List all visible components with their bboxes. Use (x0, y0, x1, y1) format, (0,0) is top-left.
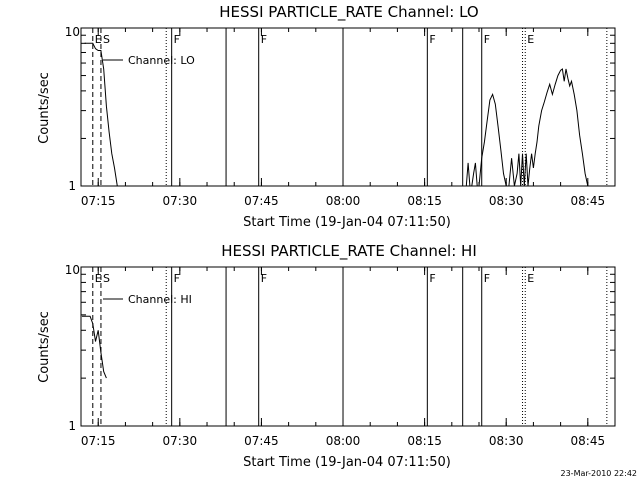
y-tick-label: 10 (65, 25, 80, 39)
x-tick-label: 08:30 (489, 434, 524, 448)
event-marker-label: F (261, 272, 267, 285)
x-tick-label: 08:45 (571, 434, 606, 448)
event-marker-label: F (429, 272, 435, 285)
event-marker-label: F (484, 33, 490, 46)
event-marker-label: F (261, 33, 267, 46)
x-axis-label: Start Time (19-Jan-04 07:11:50) (243, 215, 451, 230)
x-tick-label: 07:15 (81, 194, 116, 208)
event-marker-label: F (174, 272, 180, 285)
y-tick-label: 1 (68, 419, 76, 433)
event-marker-label: E (95, 272, 102, 285)
legend-label: Channel: LO (128, 54, 195, 67)
panel-hi: HESSI PARTICLE_RATE Channel: HI Counts/s… (37, 242, 616, 470)
event-marker-label: F (429, 33, 435, 46)
x-tick-label: 08:15 (407, 194, 442, 208)
x-tick-label: 08:45 (571, 194, 606, 208)
plot-frame (80, 27, 616, 187)
data-series-line (465, 68, 589, 187)
event-marker-label: F (484, 272, 490, 285)
x-axis-label: Start Time (19-Jan-04 07:11:50) (243, 455, 451, 470)
x-tick-label: 08:15 (407, 434, 442, 448)
x-tick-label: 07:45 (244, 434, 279, 448)
footer-timestamp: 23-Mar-2010 22:42 (561, 469, 638, 478)
data-series-line (84, 42, 118, 187)
x-tick-label: 07:30 (163, 434, 198, 448)
data-series-line (81, 315, 107, 379)
x-tick-label: 07:45 (244, 194, 279, 208)
event-marker-label: E (527, 33, 534, 46)
x-tick-label: 08:00 (326, 194, 361, 208)
y-tick-label: 1 (68, 179, 76, 193)
x-tick-label: 07:15 (81, 434, 116, 448)
y-axis-label: Counts/sec (37, 311, 52, 383)
event-marker-label: S (103, 33, 110, 46)
y-axis-label: Counts/sec (37, 72, 52, 144)
x-tick-label: 07:30 (163, 194, 198, 208)
event-marker-label: S (103, 272, 110, 285)
x-tick-label: 08:30 (489, 194, 524, 208)
y-tick-label: 10 (65, 263, 80, 277)
plot-frame (80, 266, 616, 427)
chart-title: HESSI PARTICLE_RATE Channel: LO (219, 3, 478, 22)
chart-title: HESSI PARTICLE_RATE Channel: HI (221, 242, 477, 261)
panel-lo: HESSI PARTICLE_RATE Channel: LO Counts/s… (37, 3, 616, 230)
event-marker-label: E (527, 272, 534, 285)
event-marker-label: E (95, 33, 102, 46)
legend-label: Channel: HI (128, 293, 192, 306)
x-tick-label: 08:00 (326, 434, 361, 448)
event-marker-label: F (174, 33, 180, 46)
